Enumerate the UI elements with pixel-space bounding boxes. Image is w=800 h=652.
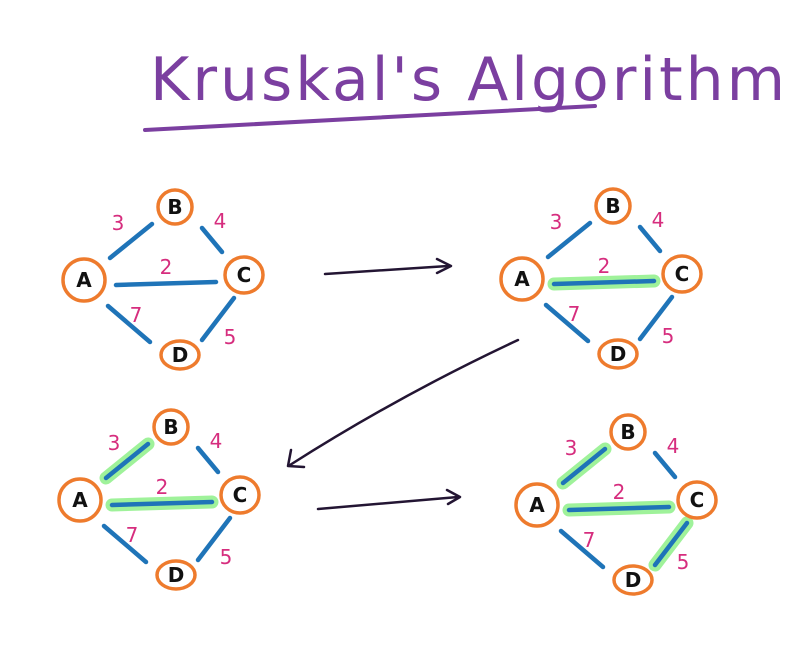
node-label: B [620,420,635,444]
node-circle [152,408,190,446]
edge-ac [109,499,215,508]
edge-weight-ac: 2 [598,254,611,278]
edge-weight-ac: 2 [156,475,169,499]
edge-weight-ad: 7 [126,523,139,547]
node-circle [223,255,265,295]
node-circle [514,482,560,528]
edge-ad [105,303,153,345]
node-circle [155,559,197,591]
node-label: D [625,568,642,592]
node-label: B [163,415,178,439]
edge-ab [560,446,608,486]
title-underline [143,104,597,132]
node-c: C [661,254,703,294]
graph-step-1: 3 4 27 5 A B C D [61,188,265,371]
edge-weight-ab: 3 [565,436,578,460]
node-circle [499,256,545,302]
edge-ab [103,441,151,481]
node-a: A [514,482,560,528]
edge-cd [199,295,237,343]
node-circle [61,257,107,303]
node-a: A [499,256,545,302]
node-circle [597,338,639,370]
edge-weight-cd: 5 [662,324,675,348]
node-a: A [61,257,107,303]
arrow-step1-to-step2 [323,257,453,276]
edge-weight-cd: 5 [220,545,233,569]
edge-cd [637,294,675,342]
edge-cd [195,515,233,563]
node-circle [219,475,261,515]
node-label: B [167,195,182,219]
edge-bc [199,225,225,255]
graph-step-4: 3 4 27 5 A B C D [514,413,718,596]
node-circle [156,188,194,226]
node-b: B [609,413,647,451]
edge-bc [652,450,678,480]
edge-ab [107,221,155,261]
node-a: A [57,477,103,523]
node-circle [594,187,632,225]
node-label: A [514,267,530,291]
node-circle [609,413,647,451]
edge-weight-ab: 3 [112,211,125,235]
edge-weight-ab: 3 [550,210,563,234]
node-label: A [76,268,92,292]
edge-weight-bc: 4 [652,208,665,232]
diagram-title: Kruskal's Algorithm [150,45,788,115]
node-c: C [223,255,265,295]
edge-bc [637,224,663,254]
node-label: B [605,194,620,218]
edge-weight-bc: 4 [210,429,223,453]
edge-weight-cd: 5 [677,550,690,574]
edge-ac [113,279,219,288]
node-d: D [155,559,197,591]
node-label: C [233,483,248,507]
edge-ab [545,220,593,260]
node-circle [57,477,103,523]
node-label: C [690,488,705,512]
edge-weight-bc: 4 [214,209,227,233]
node-b: B [156,188,194,226]
node-label: C [237,263,252,287]
node-label: D [610,342,627,366]
edge-ad [558,528,606,570]
edge-weight-ac: 2 [160,255,173,279]
node-label: D [172,343,189,367]
edge-cd [652,520,690,568]
node-d: D [612,564,654,596]
arrow-step3-to-step4 [316,488,462,511]
edge-weight-ab: 3 [108,431,121,455]
edge-bc [195,445,221,475]
edge-weight-ac: 2 [613,480,626,504]
edge-ad [543,302,591,344]
arrow-step2-to-step3 [286,338,520,469]
node-d: D [159,339,201,371]
graph-step-2: 3 4 27 5 A B C D [499,187,703,370]
node-label: A [72,488,88,512]
graph-step-3: 3 4 27 5 A B C D [57,408,261,591]
edge-weight-ad: 7 [583,528,596,552]
edge-ac [551,278,657,287]
node-d: D [597,338,639,370]
node-label: A [529,493,545,517]
node-circle [159,339,201,371]
node-c: C [219,475,261,515]
edge-weight-ad: 7 [568,302,581,326]
edge-weight-ad: 7 [130,303,143,327]
node-b: B [152,408,190,446]
node-b: B [594,187,632,225]
node-c: C [676,480,718,520]
edge-weight-bc: 4 [667,434,680,458]
node-label: C [675,262,690,286]
node-label: D [168,563,185,587]
edge-weight-cd: 5 [224,325,237,349]
node-circle [676,480,718,520]
node-circle [612,564,654,596]
node-circle [661,254,703,294]
edge-ac [566,504,672,513]
edge-ad [101,523,149,565]
